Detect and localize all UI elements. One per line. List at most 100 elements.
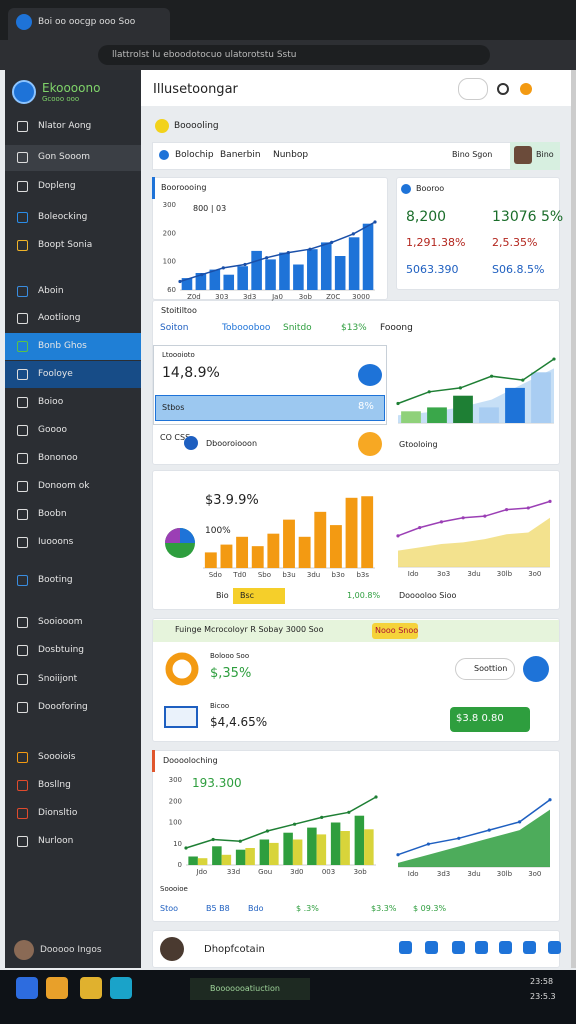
nav-item[interactable]: Donoom ok [38, 481, 90, 491]
bar [197, 858, 208, 865]
nav-item[interactable]: Aootliong [38, 313, 81, 323]
nav-item[interactable]: Bonb Ghos [38, 341, 87, 351]
url-field[interactable] [98, 45, 490, 65]
nav-item[interactable]: Iuooons [38, 537, 74, 547]
legend: 800 | 03 [193, 204, 227, 213]
y-tick-label: 10 [173, 840, 182, 848]
nav-item[interactable]: Dionsltio [38, 808, 78, 818]
nav-item[interactable]: Booting [38, 575, 73, 585]
nav-item[interactable]: Nurloon [38, 836, 74, 846]
header-button[interactable] [458, 78, 488, 100]
y-tick-label: 200 [163, 229, 176, 237]
line-point [243, 262, 247, 267]
tab[interactable] [8, 8, 170, 40]
tab-link[interactable]: Nunbop [273, 150, 309, 160]
nav-item[interactable]: Boleocking [38, 212, 88, 222]
bar [361, 496, 374, 568]
nav-item[interactable]: Boioo [38, 397, 64, 407]
nav-item[interactable]: Sooiooom [38, 617, 83, 627]
toolbar-icon[interactable] [499, 941, 512, 954]
nav-item[interactable]: Dosbtuing [38, 645, 84, 655]
y-tick-label: 200 [169, 797, 182, 805]
footer: $3.3% [371, 904, 397, 913]
toolbar-icon[interactable] [452, 941, 465, 954]
link[interactable]: Soiton [160, 323, 189, 333]
nav-icon [17, 509, 28, 520]
bar [181, 278, 193, 290]
nav-item[interactable]: Boobn [38, 509, 67, 519]
nav-item[interactable]: Fooloye [38, 369, 73, 379]
header-icon[interactable] [497, 83, 509, 95]
progress [155, 395, 385, 421]
taskbar-icon[interactable] [46, 977, 68, 999]
user-chip-name: Bino [536, 150, 554, 159]
bar [531, 372, 551, 423]
bar [245, 848, 255, 865]
x-tick-label: 3d3 [437, 870, 450, 878]
line-point [458, 386, 462, 390]
button[interactable] [450, 707, 530, 732]
nav-icon [17, 575, 28, 586]
nav-item[interactable]: Gon Sooom [38, 152, 91, 162]
link[interactable]: Toboooboo [222, 323, 271, 333]
tab-link[interactable]: Bolochip [175, 150, 214, 160]
banner-tag: Nooo Snoo [375, 626, 419, 635]
nav-item[interactable]: Soooiois [38, 752, 76, 762]
taskbar-icon[interactable] [16, 977, 38, 999]
y-tick-label: 60 [167, 286, 176, 294]
x-tick-label: 3o3 [437, 570, 450, 578]
nav-item[interactable]: Doooforing [38, 702, 88, 712]
line [397, 358, 555, 405]
nav-icon [17, 674, 28, 685]
action[interactable] [523, 656, 549, 682]
nav-item[interactable]: Nlator Aong [38, 121, 92, 131]
x-tick-label: 003 [322, 868, 335, 876]
header-icon[interactable] [520, 83, 532, 95]
action[interactable] [358, 432, 382, 456]
x-tick-label: 303 [215, 293, 228, 301]
x-tick-label: Sbo [258, 571, 271, 579]
bar [505, 387, 525, 423]
nav-item[interactable]: Bononoo [38, 453, 78, 463]
pie-slice [180, 528, 195, 543]
link[interactable]: Fooong [380, 323, 413, 333]
taskbar-icon[interactable] [110, 977, 132, 999]
x-tick-label: 3d3 [243, 293, 256, 301]
nav-item[interactable]: Aboin [38, 286, 64, 296]
taskbar-icon[interactable] [80, 977, 102, 999]
stat: 8,200 [406, 209, 447, 225]
chip[interactable] [455, 658, 515, 680]
nav-item[interactable]: Dopleng [38, 181, 76, 191]
doc-icon [164, 706, 198, 728]
toolbar-icon[interactable] [425, 941, 438, 954]
nav-item[interactable]: Goooo [38, 425, 67, 435]
link[interactable]: $13% [341, 323, 367, 333]
x-tick-label: Z0d [187, 293, 201, 301]
action[interactable] [358, 364, 382, 386]
x-tick-label: 3du [307, 571, 320, 579]
nav-item[interactable]: Snoiijont [38, 674, 78, 684]
nav-item[interactable]: Boopt Sonia [38, 240, 93, 250]
brand-logo [12, 80, 36, 104]
link[interactable]: Snitdo [283, 323, 312, 333]
bar [279, 252, 290, 290]
nav-icon [17, 397, 28, 408]
footer: Stoo [160, 904, 179, 913]
card-title: Stoitiltoo [161, 306, 197, 315]
bar [453, 395, 473, 423]
footer: Gtooloing [399, 440, 438, 449]
nav-item[interactable]: Bosllng [38, 780, 71, 790]
line-point [396, 401, 400, 406]
line-point [427, 390, 431, 394]
line-point [439, 520, 444, 524]
x-tick-label: 3du [467, 570, 480, 578]
label: Soooioe [160, 885, 188, 893]
toolbar-icon[interactable] [475, 941, 488, 954]
line-point [347, 810, 351, 814]
tab-link[interactable]: Banerbin [220, 150, 261, 160]
toolbar-icon[interactable] [523, 941, 536, 954]
toolbar-icon[interactable] [548, 941, 561, 954]
toolbar-icon[interactable] [399, 941, 412, 954]
bar [259, 839, 270, 865]
line [397, 799, 551, 856]
